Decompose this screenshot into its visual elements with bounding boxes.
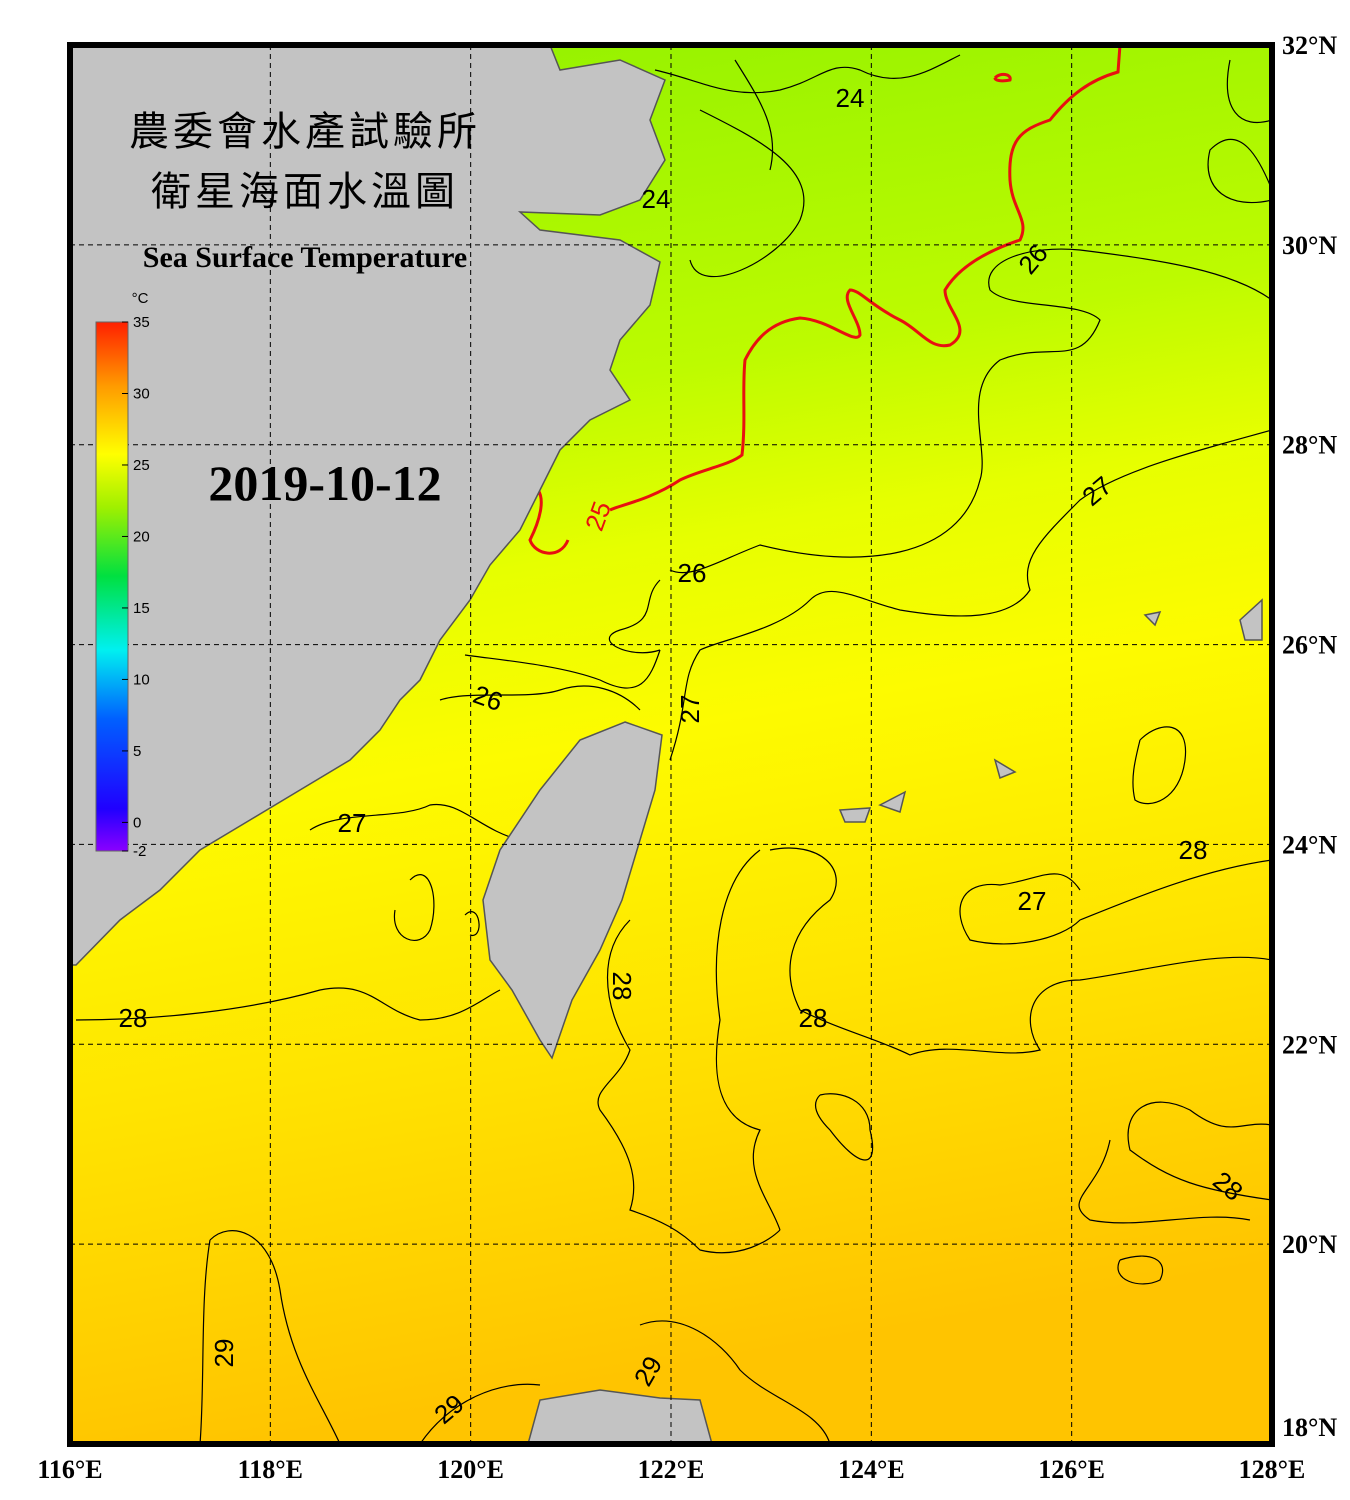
- contour: [199, 1239, 211, 1444]
- contour: [393, 874, 435, 941]
- colorbar-tick-label: -2: [133, 843, 146, 860]
- lon-label: 116°E: [37, 1455, 102, 1484]
- contour: [1207, 138, 1272, 204]
- contour: [1117, 1255, 1164, 1285]
- colorbar-unit: °C: [132, 290, 149, 307]
- contour: [528, 489, 570, 555]
- contour-label: 27: [338, 808, 367, 838]
- lat-label: 22°N: [1282, 1030, 1337, 1059]
- title-line2: 衛星海面水溫圖: [151, 169, 459, 215]
- colorbar-tick-label: 15: [133, 600, 150, 617]
- contour-label: 27: [1018, 886, 1047, 916]
- contour: [1226, 59, 1272, 124]
- contour: [734, 59, 774, 171]
- contour: [669, 429, 1272, 761]
- contours: [75, 54, 1272, 1444]
- contour: [993, 72, 1012, 83]
- date: 2019-10-12: [208, 455, 441, 511]
- contour: [1127, 1101, 1272, 1201]
- land: [70, 45, 1263, 1444]
- lon-label: 128°E: [1239, 1455, 1306, 1484]
- contour: [464, 911, 480, 936]
- contour: [609, 45, 1122, 512]
- axis-labels: 116°E 118°E 120°E 122°E 124°E 126°E 128°E 18°N 2…: [37, 31, 1337, 1484]
- contour-label: 29: [209, 1339, 239, 1368]
- lon-label: 124°E: [838, 1455, 905, 1484]
- lat-label: 32°N: [1282, 31, 1337, 60]
- contour: [309, 803, 521, 841]
- contour: [209, 1230, 341, 1444]
- subtitle: Sea Surface Temperature: [143, 241, 467, 274]
- lat-label: 20°N: [1282, 1230, 1337, 1259]
- mainland: [70, 45, 666, 966]
- contour: [464, 649, 661, 689]
- graticule: [70, 45, 1272, 1444]
- contour: [715, 849, 781, 1231]
- colorbar-ticks: 35 30 25 20 15 10 5 0 -2: [122, 314, 150, 860]
- red-contour: [528, 45, 1122, 555]
- contour: [669, 248, 1272, 574]
- contour-label: 27: [675, 695, 705, 724]
- contour: [1132, 726, 1187, 805]
- contour-label: 24: [642, 184, 671, 214]
- contour: [959, 859, 1272, 945]
- contour-label: 28: [1179, 835, 1208, 865]
- contour-label: 24: [836, 83, 865, 113]
- contour: [597, 919, 781, 1254]
- contour: [654, 54, 961, 94]
- contour: [689, 109, 805, 278]
- lat-label: 26°N: [1282, 631, 1337, 660]
- lat-label: 28°N: [1282, 431, 1337, 460]
- contour: [608, 579, 661, 654]
- taiwan: [482, 721, 663, 1060]
- title-line1: 農委會水產試驗所: [129, 109, 481, 155]
- colorbar-tick-label: 0: [133, 814, 141, 831]
- colorbar-tick-label: 35: [133, 314, 150, 331]
- lon-label: 122°E: [638, 1455, 705, 1484]
- lat-label: 24°N: [1282, 830, 1337, 859]
- colorbar-tick-label: 30: [133, 385, 150, 402]
- contour: [769, 847, 1272, 1056]
- lon-label: 126°E: [1038, 1455, 1105, 1484]
- lat-label: 18°N: [1282, 1413, 1337, 1442]
- colorbar-tick-label: 20: [133, 528, 150, 545]
- contour: [1078, 1139, 1251, 1224]
- map-frame: [67, 42, 1275, 1447]
- lon-label: 118°E: [238, 1455, 303, 1484]
- lat-label: 30°N: [1282, 231, 1337, 260]
- islands: [838, 598, 1263, 823]
- contour-label: 28: [119, 1003, 148, 1033]
- colorbar-tick-label: 5: [133, 743, 141, 760]
- colorbar: [95, 321, 129, 852]
- contour: [639, 1320, 831, 1444]
- contour: [815, 1093, 874, 1161]
- colorbar-tick-label: 10: [133, 671, 150, 688]
- contour-label: 28: [799, 1003, 828, 1033]
- colorbar-tick-label: 25: [133, 457, 150, 474]
- contour-label: 26: [678, 558, 707, 588]
- lon-label: 120°E: [437, 1455, 504, 1484]
- contour: [419, 1383, 541, 1444]
- luzon: [527, 1389, 713, 1444]
- contour: [75, 987, 501, 1021]
- contour-label: 28: [607, 972, 637, 1001]
